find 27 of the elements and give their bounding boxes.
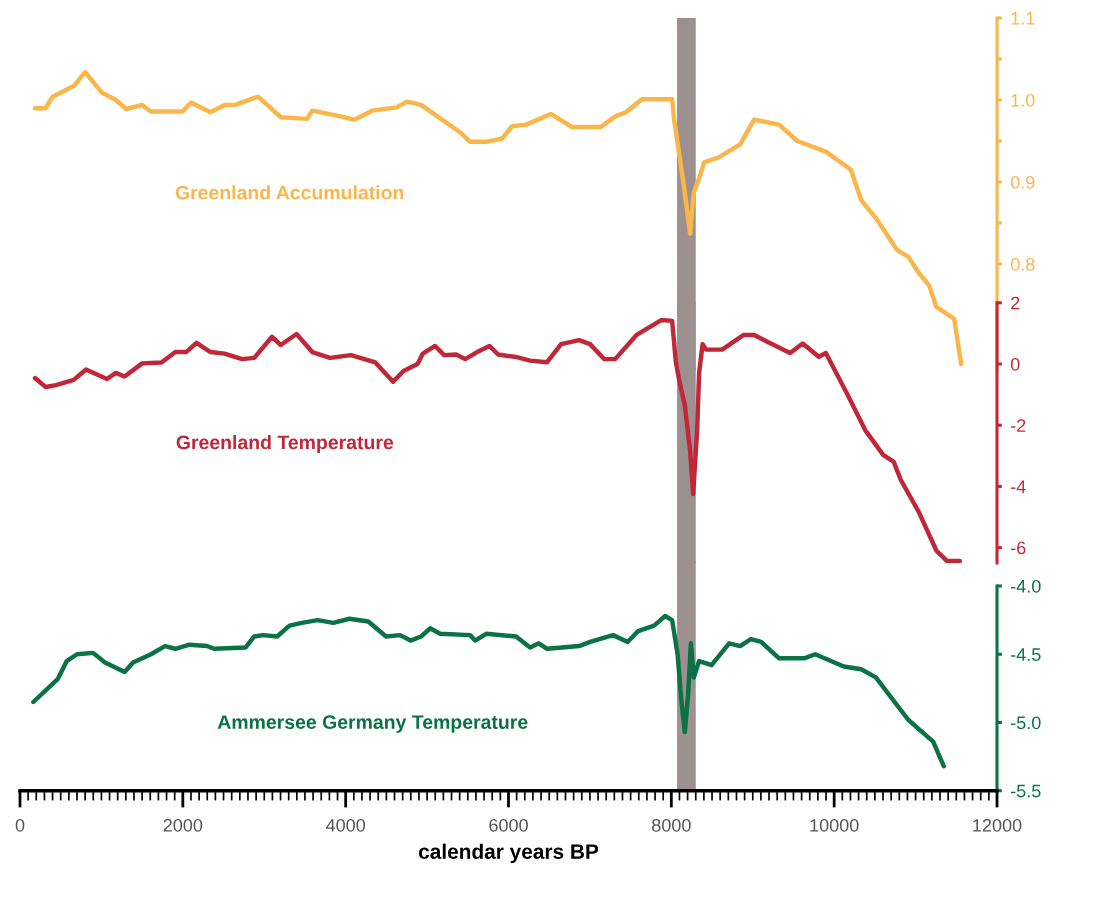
y-tick-label: 1.1 (1011, 12, 1035, 25)
y-tick-label: -4 (1011, 480, 1026, 493)
x-tick-label: 0 (15, 818, 25, 832)
text: Greenland Temperature (176, 434, 394, 454)
y-tick-label: -5.0 (1011, 716, 1041, 730)
y-tick-label: -5.5 (1011, 784, 1041, 798)
y-tick-label: 0 (1010, 357, 1020, 371)
y-tick-label: 2 (1011, 296, 1020, 310)
text: Ammersee Germany Temperature (217, 715, 528, 733)
y-tick-label: -6 (1011, 541, 1026, 555)
y-tick-label: -4.0 (1011, 579, 1041, 593)
y-tick-label: 1.0 (1011, 93, 1035, 107)
line-series (31, 613, 946, 769)
y-tick-label: -2 (1011, 419, 1026, 432)
x-tick-label: 2000 (163, 818, 203, 832)
x-tick-label: 12000 (973, 818, 1022, 832)
line-series (32, 317, 963, 563)
line-series (32, 69, 964, 367)
text: Greenland Accumulation (175, 185, 404, 200)
y-tick-label: 0.9 (1010, 175, 1035, 189)
x-axis-title: calendar years BP (418, 843, 599, 864)
x-tick-label: 6000 (489, 818, 528, 832)
x-tick-label: 10000 (810, 818, 859, 832)
y-tick-label: 0.8 (1010, 257, 1035, 271)
x-tick-label: 4000 (326, 818, 366, 832)
y-tick-label: -4.5 (1011, 648, 1041, 661)
x-tick-label: 8000 (652, 818, 691, 832)
